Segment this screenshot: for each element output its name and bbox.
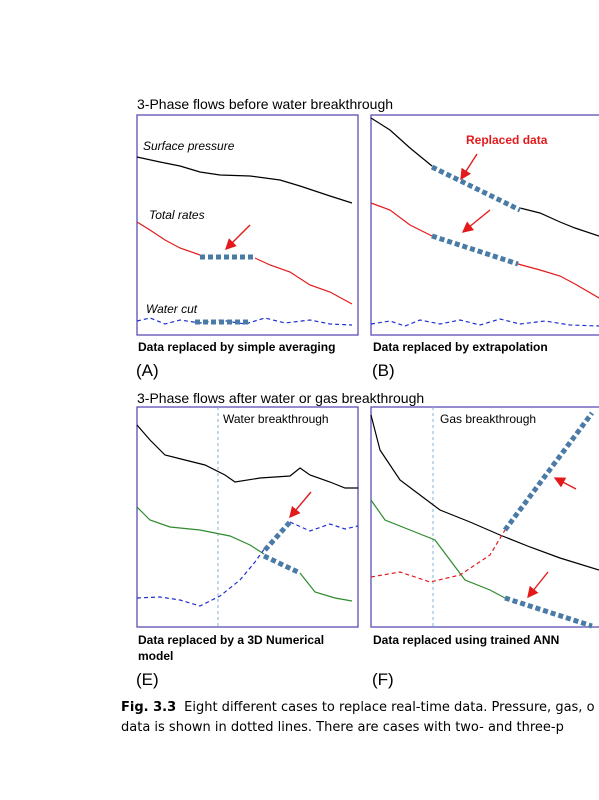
replaced-segment bbox=[430, 164, 522, 213]
panel-a: Surface pressure Total rates Water cut D… bbox=[136, 114, 359, 380]
panel-b: Replaced data Data replaced by extrapola… bbox=[370, 114, 599, 380]
panel-f: Gas breakthrough Data replaced using tra… bbox=[370, 406, 599, 689]
arrow bbox=[461, 209, 491, 233]
curve-label: Total rates bbox=[149, 208, 205, 222]
figure-caption: Fig. 3.3 Eight different cases to replace… bbox=[121, 700, 595, 715]
panel-letter: (E) bbox=[136, 670, 159, 689]
annotation: Replaced data bbox=[466, 133, 548, 147]
rate-curve bbox=[136, 221, 201, 256]
panel-caption: model bbox=[138, 649, 173, 663]
panel-e: Water breakthrough Data replaced by a 3D… bbox=[136, 406, 359, 689]
panel-caption: Data replaced by simple averaging bbox=[138, 340, 335, 354]
rate-curve bbox=[517, 263, 599, 299]
curve-label: Surface pressure bbox=[143, 139, 235, 153]
panel-frame bbox=[370, 114, 599, 336]
replaced-segment bbox=[504, 595, 593, 629]
arrow bbox=[225, 224, 251, 250]
water-cut-curve bbox=[370, 318, 599, 327]
panel-frame bbox=[136, 406, 359, 628]
rate-curve bbox=[370, 202, 433, 237]
panel-frame bbox=[136, 114, 359, 336]
pressure-curve bbox=[136, 156, 353, 204]
pressure-curve bbox=[136, 424, 358, 489]
pressure-curve bbox=[519, 207, 599, 237]
panel-caption: Data replaced by extrapolation bbox=[373, 340, 548, 354]
figure-label: Fig. 3.3 bbox=[121, 700, 176, 715]
rate-curve bbox=[370, 499, 506, 599]
rate-curve bbox=[299, 572, 353, 602]
curve-label: Water cut bbox=[146, 302, 198, 316]
gas-curve bbox=[370, 529, 506, 583]
water-cut-curve bbox=[289, 521, 359, 532]
replaced-segment bbox=[263, 520, 292, 552]
replaced-segment bbox=[502, 411, 595, 532]
arrow bbox=[460, 153, 478, 181]
annotation: Gas breakthrough bbox=[440, 412, 536, 426]
rate-curve bbox=[254, 257, 353, 305]
water-cut-curve bbox=[136, 547, 266, 607]
replaced-segment bbox=[262, 553, 302, 576]
water-cut-curve bbox=[136, 317, 353, 326]
caption-line: data is shown in dotted lines. There are… bbox=[121, 720, 564, 735]
arrow bbox=[527, 571, 549, 599]
panel-letter: (F) bbox=[372, 670, 394, 689]
panel-letter: (B) bbox=[372, 361, 395, 380]
panel-letter: (A) bbox=[136, 361, 159, 380]
pressure-curve bbox=[370, 414, 599, 571]
section-title: 3-Phase flows after water or gas breakth… bbox=[137, 390, 424, 406]
panel-frame bbox=[370, 406, 599, 628]
pressure-curve bbox=[370, 117, 433, 167]
caption-line: Eight different cases to replace real-ti… bbox=[184, 700, 594, 715]
panel-caption: Data replaced using trained ANN bbox=[373, 633, 559, 647]
replaced-segment bbox=[431, 233, 519, 267]
annotation: Water breakthrough bbox=[223, 412, 329, 426]
panel-caption: Data replaced by a 3D Numerical bbox=[138, 633, 324, 647]
arrow bbox=[289, 491, 312, 519]
section-title: 3-Phase flows before water breakthrough bbox=[137, 96, 393, 112]
rate-curve bbox=[136, 506, 265, 555]
arrow bbox=[553, 477, 577, 490]
